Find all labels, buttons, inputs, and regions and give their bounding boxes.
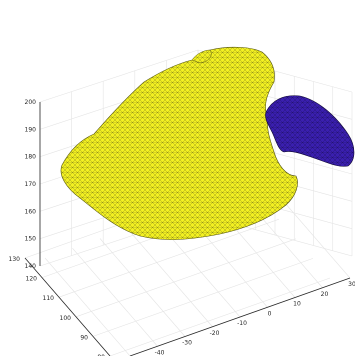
z-tick-label: 190 (25, 126, 37, 133)
floor-gridline (72, 248, 158, 347)
z-tick-label: 160 (25, 208, 37, 215)
z-tick-label: 180 (25, 154, 37, 161)
x-tick-label: -40 (155, 349, 165, 356)
floor-gridline (92, 258, 314, 337)
floor-gridline (99, 238, 186, 337)
y-tick-label: 130 (9, 256, 21, 263)
y-axis-line (24, 257, 111, 356)
surface-yellow-bump (191, 49, 212, 64)
z-tick-label: 200 (25, 99, 37, 106)
y-tick-label: 100 (60, 315, 72, 322)
floor-gridline (44, 257, 131, 356)
y-tick-label: 120 (26, 276, 38, 283)
surfaces (60, 46, 355, 240)
z-tick-label: 150 (25, 236, 37, 243)
x-tick-label: -30 (182, 340, 192, 347)
floor-gridline (109, 277, 331, 356)
x-tick-label: 20 (321, 291, 329, 298)
floor-gridline (127, 228, 213, 327)
floor-gridline (58, 218, 280, 298)
y-tick-label: 110 (43, 295, 55, 302)
x-axis-line (129, 277, 351, 356)
y-tick-label: 80 (97, 354, 105, 356)
x-tick-label: 30 (348, 281, 355, 288)
y-tick-label: 90 (80, 334, 88, 341)
z-gridline (39, 49, 199, 103)
x-tick-label: 10 (293, 301, 301, 308)
floor-gridline (75, 238, 297, 318)
z-tick-label: 140 (25, 263, 37, 270)
x-tick-label: -20 (210, 330, 220, 337)
x-tick-label: 0 (268, 310, 272, 317)
x-tick-label: -10 (237, 320, 247, 327)
tick-labels: 1401501601701801902008090100110120130-50… (9, 99, 355, 356)
axes-box (24, 102, 351, 356)
surface-yellow (60, 46, 298, 240)
z-tick-label: 170 (25, 181, 37, 188)
surface-blue (265, 95, 355, 167)
